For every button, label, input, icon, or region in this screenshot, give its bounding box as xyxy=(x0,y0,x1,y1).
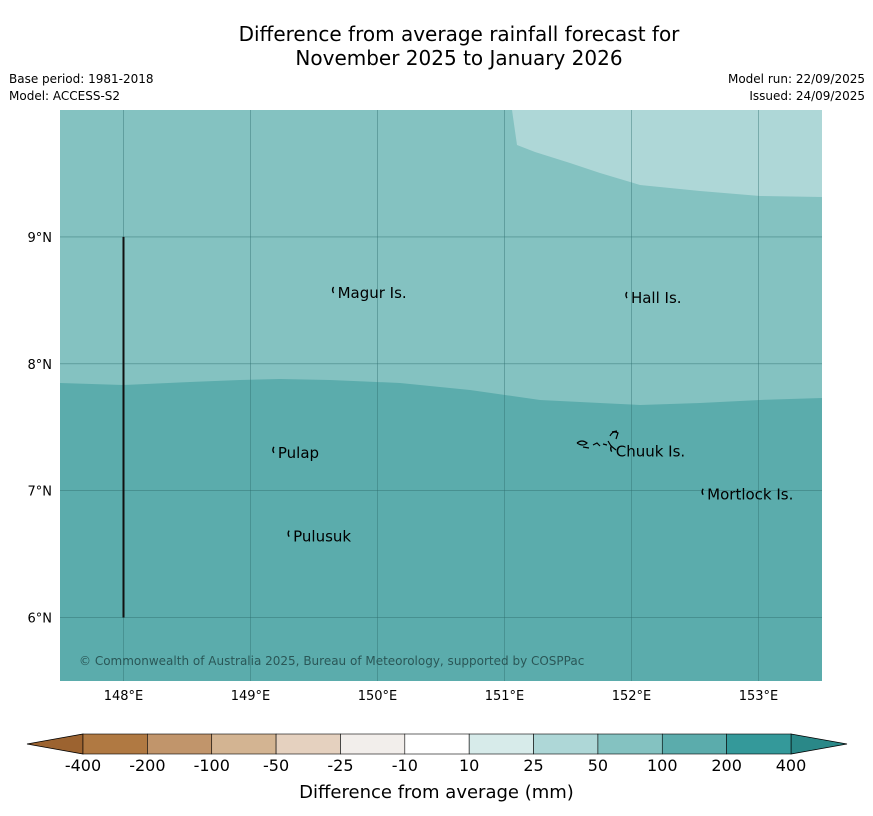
colorbar-tick-label: -25 xyxy=(327,756,353,775)
model-run: Model run: 22/09/2025 xyxy=(727,72,865,86)
place-label: Pulap xyxy=(278,444,319,462)
island-mark xyxy=(610,445,613,452)
colorbar-bin xyxy=(340,733,406,755)
place-label: Hall Is. xyxy=(631,289,682,307)
map-axes: 148°E 149°E 150°E 151°E 152°E 153°E 9°N 8°N 7°N 6… xyxy=(28,231,779,704)
lat-tick-label: 7°N xyxy=(28,485,53,500)
colorbar-tick-label: 10 xyxy=(459,756,479,775)
title-line-2: November 2025 to January 2026 xyxy=(295,46,623,70)
model-name: Model: ACCESS-S2 xyxy=(9,89,121,103)
colorbar: -400 -200 -100 -50 -25 -10 10 25 50 100 200 400 xyxy=(26,733,848,775)
colorbar-tick-label: 50 xyxy=(588,756,608,775)
lat-tick-label: 6°N xyxy=(28,612,53,627)
colorbar-tick-label: 200 xyxy=(711,756,742,775)
colorbar-over-arrow xyxy=(790,733,848,755)
map-panel: Magur Is. Hall Is. Pulap Chuuk Is. Mortlock … xyxy=(60,110,822,681)
colorbar-under-arrow xyxy=(26,733,84,755)
island-mark xyxy=(287,530,290,538)
colorbar-tick-label: 100 xyxy=(647,756,678,775)
colorbar-bin xyxy=(275,733,341,755)
colorbar-tick-label: -50 xyxy=(263,756,289,775)
island-mark xyxy=(272,446,275,454)
colorbar-bin xyxy=(404,733,470,755)
place-labels: Magur Is. Hall Is. Pulap Chuuk Is. Mortlock … xyxy=(272,284,793,546)
colorbar-title: Difference from average (mm) xyxy=(299,782,574,803)
place-label: Magur Is. xyxy=(338,284,407,302)
lon-tick-label: 151°E xyxy=(485,689,525,704)
colorbar-tick-label: -400 xyxy=(65,756,101,775)
colorbar-bin xyxy=(147,733,213,755)
title-line-1: Difference from average rainfall forecas… xyxy=(238,22,680,46)
issued-date: Issued: 24/09/2025 xyxy=(749,89,865,103)
colorbar-bin xyxy=(533,733,599,755)
island-mark xyxy=(331,286,335,294)
colorbar-bin xyxy=(468,733,534,755)
lon-tick-label: 148°E xyxy=(104,689,144,704)
run-info: Model run: 22/09/2025 Issued: 24/09/2025 xyxy=(728,71,865,105)
lat-tick-label: 9°N xyxy=(28,231,53,246)
island-mark xyxy=(701,488,704,496)
base-period: Base period: 1981-2018 xyxy=(9,72,154,86)
colorbar-tick-label: 25 xyxy=(523,756,543,775)
place-label: Chuuk Is. xyxy=(616,443,685,461)
island-mark xyxy=(625,291,628,299)
lon-tick-label: 153°E xyxy=(739,689,779,704)
model-info: Base period: 1981-2018 Model: ACCESS-S2 xyxy=(9,71,154,105)
lon-tick-label: 150°E xyxy=(358,689,398,704)
colorbar-bin xyxy=(661,733,727,755)
colorbar-bin xyxy=(597,733,663,755)
place-label: Pulusuk xyxy=(293,528,351,546)
zone-25-50 xyxy=(512,110,822,197)
lon-tick-label: 152°E xyxy=(612,689,652,704)
colorbar-tick-label: -100 xyxy=(194,756,230,775)
colorbar-tick-label: -10 xyxy=(392,756,418,775)
place-label: Mortlock Is. xyxy=(707,486,793,504)
colorbar-tick-label: -200 xyxy=(129,756,165,775)
map-gridlines xyxy=(60,110,822,681)
lon-tick-label: 149°E xyxy=(231,689,271,704)
colorbar-bin xyxy=(726,733,792,755)
colorbar-bin xyxy=(82,733,148,755)
copyright-notice: © Commonwealth of Australia 2025, Bureau… xyxy=(79,654,584,668)
colorbar-bin xyxy=(211,733,277,755)
map-title: Difference from average rainfall forecas… xyxy=(0,22,873,70)
lat-tick-label: 8°N xyxy=(28,358,53,373)
colorbar-tick-label: 400 xyxy=(776,756,807,775)
